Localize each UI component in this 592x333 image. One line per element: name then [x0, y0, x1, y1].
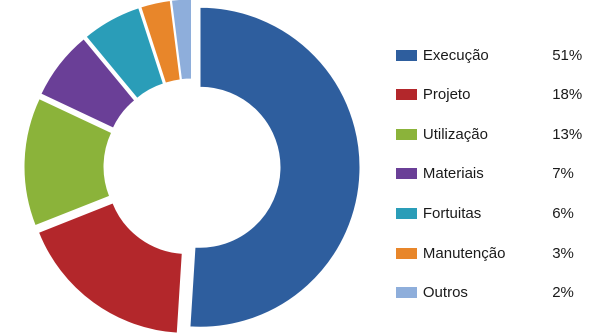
legend-swatch — [396, 247, 417, 259]
legend-item-materiais: Materiais 7% — [396, 159, 592, 189]
legend-item-outros: Outros 2% — [396, 278, 592, 308]
legend-item-fortuitas: Fortuitas 6% — [396, 198, 592, 228]
slice-materiais — [40, 38, 136, 129]
legend-item-execucao: Execução 51% — [396, 40, 592, 70]
legend-swatch — [396, 287, 417, 299]
slice-manutencao — [140, 0, 181, 84]
slice-outros — [170, 0, 192, 81]
legend-value: 3% — [552, 244, 574, 262]
legend-item-manutencao: Manutenção 3% — [396, 238, 592, 268]
donut-chart — [23, 0, 361, 333]
legend-value: 6% — [552, 204, 574, 222]
legend-value: 13% — [552, 125, 583, 143]
legend-swatch — [396, 207, 417, 219]
legend-swatch — [396, 128, 417, 140]
legend-label: Execução — [422, 46, 489, 64]
legend-item-utilizacao: Utilização 13% — [396, 119, 592, 149]
slice-utilizacao — [23, 97, 113, 227]
legend-label: Projeto — [422, 86, 471, 104]
legend-swatch — [396, 168, 417, 180]
legend-label: Utilização — [422, 125, 488, 143]
legend-label: Fortuitas — [422, 204, 482, 222]
legend-item-projeto: Projeto 18% — [396, 80, 592, 110]
slice-projeto — [37, 202, 183, 333]
slice-fortuitas — [85, 7, 165, 100]
legend-label: Manutenção — [422, 244, 506, 262]
slice-execucao — [189, 6, 361, 328]
legend-swatch — [396, 89, 417, 101]
legend-value: 2% — [552, 284, 574, 302]
legend-label: Materiais — [422, 165, 484, 183]
legend-value: 7% — [552, 165, 574, 183]
legend-swatch — [396, 49, 417, 61]
legend-value: 51% — [552, 46, 583, 64]
legend-value: 18% — [552, 86, 583, 104]
legend-label: Outros — [422, 284, 468, 302]
